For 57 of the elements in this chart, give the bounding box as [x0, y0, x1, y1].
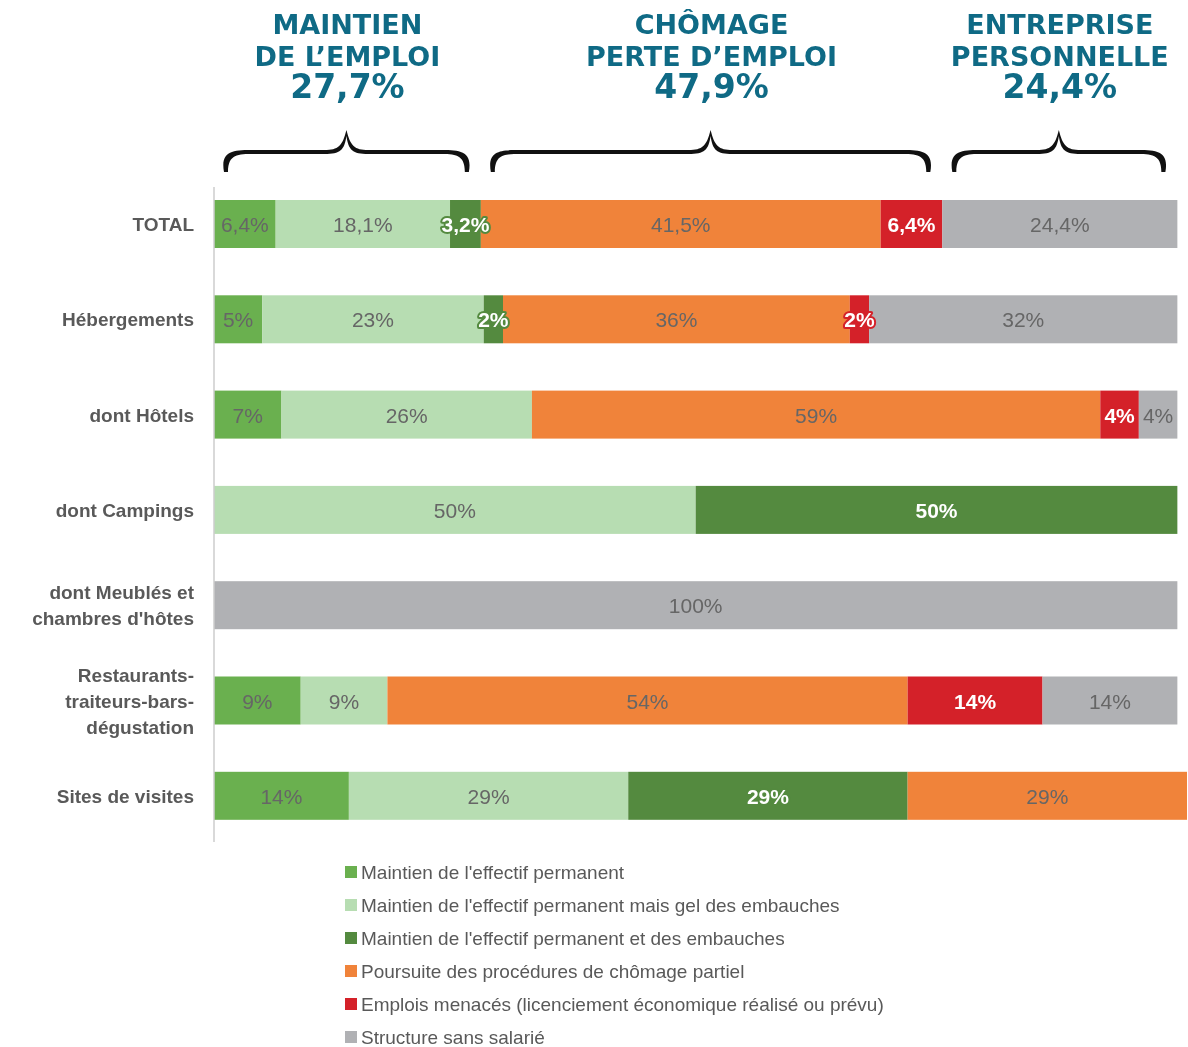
bar — [1042, 676, 1178, 725]
data-label: 36% — [655, 308, 698, 332]
y-tick-label: Sites de visites — [56, 785, 194, 807]
data-label: 14% — [1088, 689, 1131, 713]
data-label: 26% — [385, 403, 428, 427]
legend-label: Poursuite des procédures de chômage partiel — [361, 961, 745, 982]
bar — [531, 390, 1101, 439]
data-label: 7% — [232, 403, 263, 427]
data-label: 29% — [467, 784, 510, 808]
data-label: 29% — [746, 784, 790, 808]
bar — [907, 771, 1187, 820]
bar — [942, 200, 1178, 248]
data-label: 6,4% — [220, 213, 269, 236]
data-label: 5% — [222, 308, 254, 332]
bar — [214, 485, 696, 534]
legend-label: Emplois menacés (licenciement économique réalisé ou prévu) — [361, 994, 884, 1015]
bar — [628, 771, 908, 820]
data-label: 23% — [351, 308, 394, 332]
legend-label: Maintien de l'effectif permanent mais gel des embauches — [361, 895, 840, 916]
y-tick-label: TOTAL — [132, 214, 195, 235]
y-tick-label: dont Campings — [55, 499, 194, 521]
bar — [214, 581, 1178, 630]
bar — [300, 676, 388, 725]
data-label: 6,4% — [887, 213, 936, 236]
data-label: 9% — [242, 689, 273, 713]
legend-label: Maintien de l'effectif permanent — [361, 862, 625, 883]
data-label: 32% — [1002, 308, 1045, 332]
bar — [214, 676, 301, 725]
text: MAINTIEN DE L’EMPLOI 27,7% — [254, 9, 441, 106]
bar — [387, 676, 908, 725]
legend-label: Structure sans salarié — [361, 1027, 545, 1047]
y-tick-label: Restaurants- traiteurs-bars- dégustation — [65, 664, 194, 738]
data-label: 4% — [1104, 403, 1136, 427]
data-label: 41,5% — [650, 213, 711, 236]
data-label: 50% — [433, 498, 476, 522]
data-label: 59% — [795, 403, 838, 427]
legend-label: Maintien de l'effectif permanent et des embauches — [361, 928, 785, 949]
data-label: 9% — [328, 689, 360, 713]
data-label: 14% — [954, 689, 997, 713]
y-tick-label: dont Meublés et chambres d'hôtes — [32, 582, 195, 630]
data-label: 50% — [915, 498, 958, 522]
bar — [281, 390, 532, 439]
data-label: 14% — [260, 784, 303, 808]
y-tick-label: Hébergements — [62, 309, 194, 331]
bar — [214, 771, 349, 820]
data-label: 100% — [668, 594, 723, 618]
text: CHÔMAGE PERTE D’EMPLOI 47,9% — [586, 9, 838, 106]
bar — [695, 485, 1178, 534]
y-tick-label: dont Hôtels — [89, 404, 194, 426]
data-label: 54% — [626, 689, 669, 713]
text: ENTREPRISE PERSONNELLE 24,4% — [950, 9, 1169, 106]
data-label: 24,4% — [1030, 213, 1090, 236]
bar — [348, 771, 629, 820]
data-label: 4% — [1142, 403, 1174, 427]
data-label: 18,1% — [333, 213, 393, 236]
bar — [214, 390, 282, 439]
data-label: 29% — [1026, 784, 1069, 808]
